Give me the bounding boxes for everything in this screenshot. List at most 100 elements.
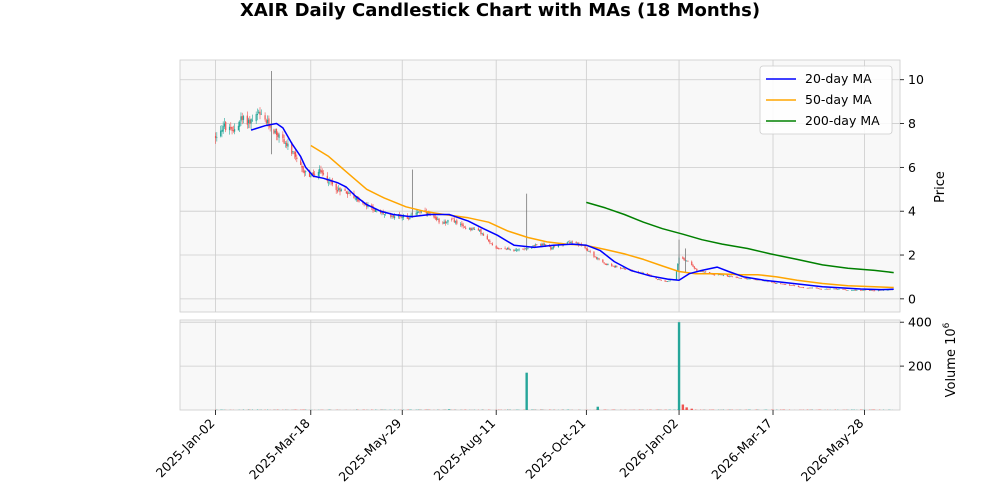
candle-body (620, 267, 621, 268)
candle-body (847, 290, 848, 291)
candle-body (266, 120, 267, 123)
candle-body (264, 115, 265, 119)
candle-body (624, 268, 625, 269)
candle-body (604, 262, 605, 263)
candle-body (775, 283, 776, 284)
volume-exponent-power: 6 (942, 322, 952, 328)
candle-body (421, 211, 422, 212)
candle-body (336, 184, 337, 190)
candle-body (793, 285, 794, 286)
legend-label-ma200: 200-day MA (805, 113, 880, 128)
candle-body (474, 229, 475, 230)
candle-body (728, 276, 729, 277)
candle-body (318, 172, 319, 176)
x-tick-label: 2025-May-29 (335, 415, 404, 484)
candle-body (705, 272, 706, 273)
volume-spike-bar (691, 409, 693, 410)
volume-axis-label-text: Volume (944, 349, 959, 397)
candle-body (483, 234, 484, 236)
candle-body (522, 249, 523, 250)
candle-body (718, 275, 719, 276)
candle-body (516, 250, 517, 251)
candle-body (623, 268, 624, 269)
candle-body (595, 256, 596, 257)
candle-body (878, 290, 879, 291)
candle-body (794, 285, 795, 286)
candle-body (588, 251, 589, 252)
candle-body (647, 273, 648, 274)
candle-body (473, 228, 474, 229)
candle-body (273, 130, 274, 134)
candle-body (845, 289, 846, 290)
candle-body (501, 248, 502, 249)
candle-body (844, 289, 845, 290)
candle-body (258, 112, 259, 114)
candle-body (577, 243, 578, 244)
candle-body (240, 116, 241, 121)
candle-body (800, 287, 801, 288)
price-axis-label: Price (933, 171, 948, 203)
candle-body (286, 143, 287, 146)
volume-spike-bar (682, 405, 684, 410)
candle-body (860, 290, 861, 291)
candle-body (338, 188, 339, 190)
candle-body (695, 269, 696, 270)
candle-body (433, 215, 434, 217)
candle-body (611, 264, 612, 266)
candle-body (607, 264, 608, 265)
candle-body (347, 192, 348, 194)
candle-body (536, 244, 537, 245)
candle-body (220, 131, 221, 137)
candle-body (837, 289, 838, 290)
candle-body (469, 228, 470, 229)
candle-body (408, 218, 409, 219)
candle-body (496, 246, 497, 248)
x-tick-label: 2025-Jan-02 (153, 416, 218, 481)
candle-body (737, 277, 738, 278)
candle-body (452, 218, 453, 219)
candle-body (833, 289, 834, 290)
candle-body (323, 173, 324, 174)
candle-body (464, 227, 465, 228)
candle-body (436, 218, 437, 220)
candle-body (249, 120, 250, 124)
candle-body (517, 250, 518, 251)
candle-body (355, 199, 356, 200)
candle-body (499, 249, 500, 250)
candle-body (479, 230, 480, 232)
candle-body (447, 220, 448, 222)
candle-body (445, 221, 446, 223)
candle-body (798, 286, 799, 287)
candle-body (871, 290, 872, 291)
candle-body (826, 289, 827, 290)
volume-tick-label: 200 (908, 359, 932, 374)
candle-body (313, 172, 314, 175)
candle-body (830, 289, 831, 290)
candle-body (602, 260, 603, 263)
candle-body (686, 261, 687, 262)
candle-body (504, 248, 505, 249)
candle-body (682, 257, 683, 259)
candle-body (341, 189, 342, 191)
candle-body (332, 182, 333, 185)
legend: 20-day MA 50-day MA 200-day MA (760, 66, 892, 134)
candle-body (731, 276, 732, 277)
candle-body (799, 287, 800, 288)
x-tick-label: 2025-Oct-21 (522, 416, 588, 482)
candle-body (381, 212, 382, 213)
volume-spike-bar (448, 409, 450, 410)
candle-body (596, 257, 597, 258)
y-tick-label: 0 (908, 291, 916, 306)
candle-body (229, 127, 230, 130)
candle-body (506, 249, 507, 250)
candle-body (374, 211, 375, 212)
candle-body (606, 264, 607, 265)
candle-body (527, 248, 528, 249)
candle-body (666, 281, 667, 282)
candle-body (535, 245, 536, 246)
candle-body (568, 242, 569, 243)
candle-body (261, 114, 262, 115)
candle-body (776, 283, 777, 284)
candle-body (465, 228, 466, 229)
candle-body (704, 272, 705, 273)
